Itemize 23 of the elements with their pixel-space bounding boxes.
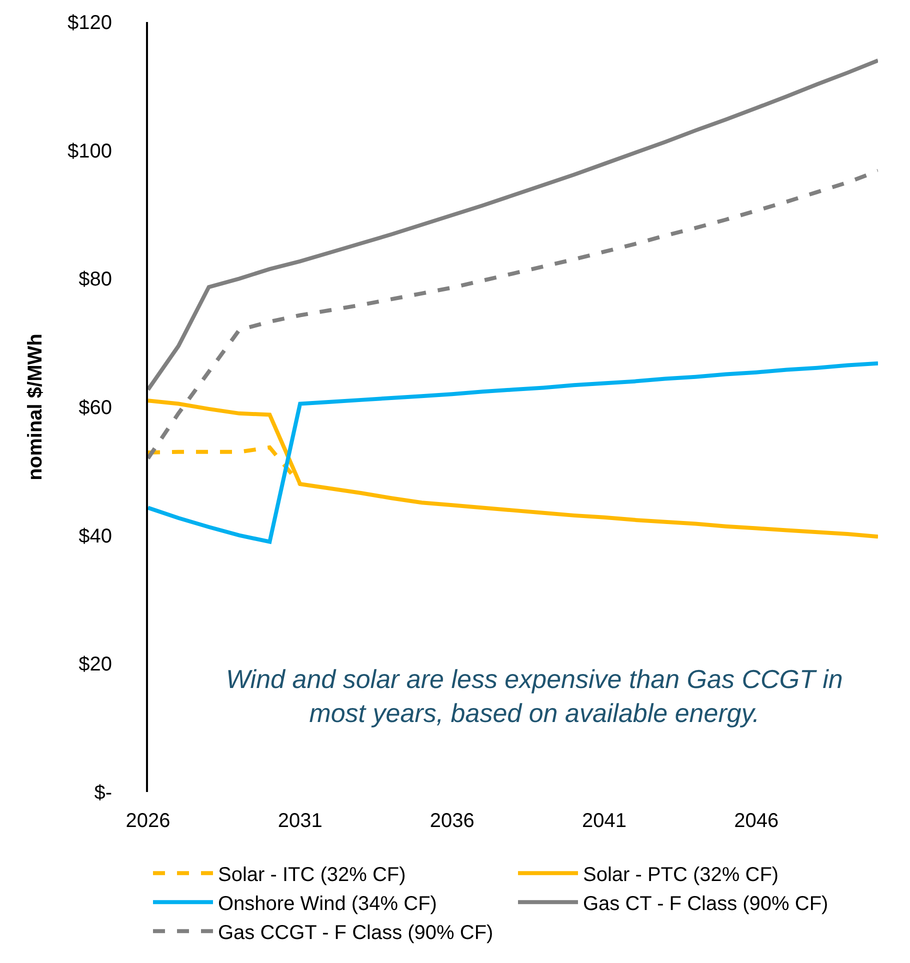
line-series bbox=[148, 361, 878, 544]
y-tick-label: $60 bbox=[78, 397, 112, 419]
y-tick-label: $40 bbox=[78, 525, 112, 548]
y-tick-label: $- bbox=[94, 782, 112, 804]
x-tick-label: 2026 bbox=[126, 810, 170, 832]
legend-label: Solar - ITC (32% CF) bbox=[218, 864, 406, 886]
line-series bbox=[148, 398, 878, 539]
legend-label: Solar - PTC (32% CF) bbox=[583, 864, 779, 886]
legend-label: Gas CT - F Class (90% CF) bbox=[583, 892, 828, 915]
line-series bbox=[148, 168, 878, 460]
y-tick-label: $100 bbox=[68, 140, 112, 162]
line-series bbox=[148, 58, 878, 392]
y-tick-label: $120 bbox=[68, 12, 112, 34]
y-tick-label: $80 bbox=[78, 268, 112, 291]
y-tick-label: $20 bbox=[78, 654, 112, 676]
x-tick-label: 2036 bbox=[430, 810, 474, 832]
x-tick-label: 2046 bbox=[734, 810, 779, 832]
annotation: Wind and solar are less expensive than Gas CCGT in most years, based on available energy. bbox=[226, 664, 843, 728]
x-tick-label: 2031 bbox=[278, 810, 322, 832]
legend-label: Onshore Wind (34% CF) bbox=[218, 892, 437, 915]
legend-label: Gas CCGT - F Class (90% CF) bbox=[218, 922, 494, 944]
x-tick-label: 2041 bbox=[582, 810, 626, 832]
y-axis-title: nominal $/MWh bbox=[24, 334, 46, 480]
